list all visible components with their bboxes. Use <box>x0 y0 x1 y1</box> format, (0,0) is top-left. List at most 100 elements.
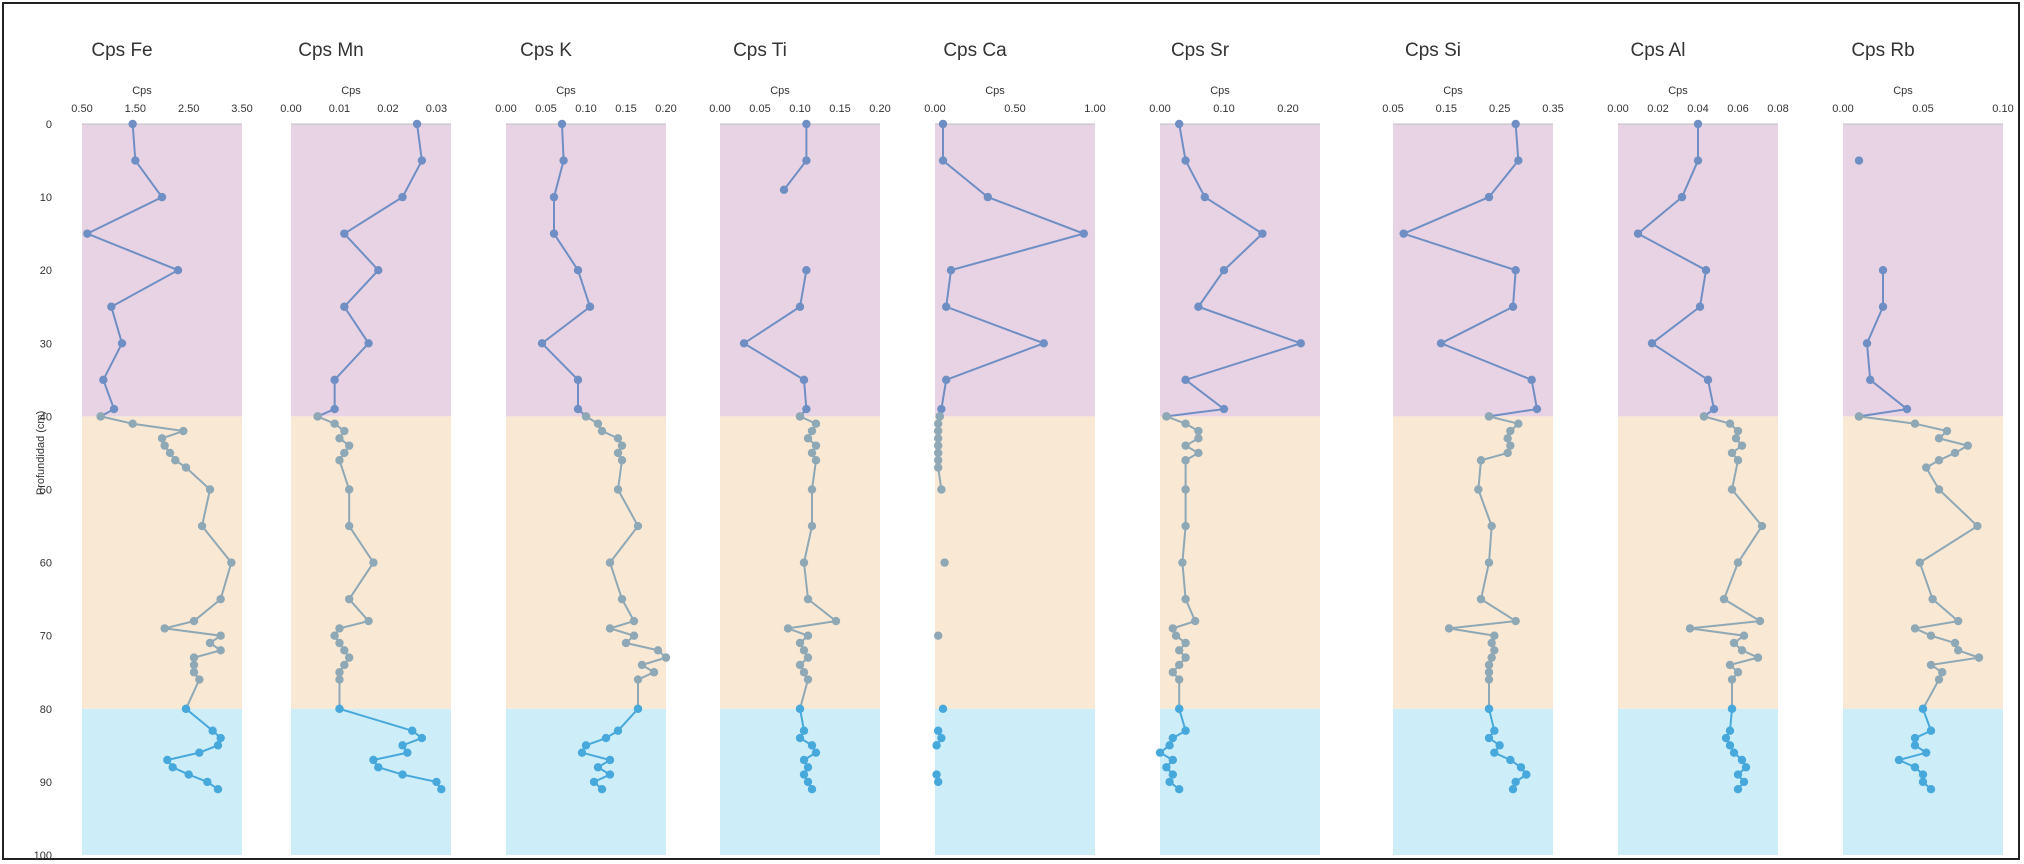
data-point <box>934 726 943 735</box>
data-point <box>1701 266 1711 275</box>
x-tick-label: 0.10 <box>1992 103 2013 115</box>
depth-tick-label: 40 <box>40 411 52 423</box>
panel-title: Cps Ca <box>943 40 1007 61</box>
x-tick-label: 0.20 <box>1277 103 1298 115</box>
data-point <box>1757 521 1767 531</box>
data-point <box>1727 675 1737 684</box>
x-tick-label: 0.50 <box>71 103 92 115</box>
data-point <box>1934 485 1944 494</box>
data-point <box>807 426 817 436</box>
data-point <box>1934 434 1944 443</box>
data-point <box>1910 763 1920 772</box>
data-point <box>1926 726 1936 735</box>
data-point <box>1191 616 1200 626</box>
data-point <box>1487 521 1496 531</box>
data-point <box>1175 119 1184 129</box>
data-point <box>1733 668 1743 677</box>
data-point <box>335 668 344 677</box>
data-point <box>374 266 383 275</box>
data-point <box>940 558 949 567</box>
data-point <box>802 404 811 414</box>
data-point <box>398 770 407 779</box>
data-point <box>1926 660 1936 670</box>
data-point <box>605 755 615 765</box>
data-point <box>403 748 412 757</box>
data-point <box>935 412 944 421</box>
data-point <box>335 434 344 443</box>
series-line <box>317 123 423 418</box>
panel-title: Cps Sr <box>1171 40 1230 61</box>
data-point <box>573 375 583 385</box>
data-point <box>1181 594 1190 604</box>
data-point <box>803 653 813 662</box>
zone-band-2 <box>720 708 880 855</box>
data-point <box>408 726 417 735</box>
data-point <box>1938 668 1947 677</box>
data-point <box>1727 485 1737 494</box>
x-axis-label: Cps <box>985 85 1005 97</box>
data-point <box>934 441 943 450</box>
x-tick-label: 0.02 <box>377 103 398 115</box>
data-point <box>803 777 813 787</box>
data-point <box>807 785 817 794</box>
data-point <box>942 375 951 385</box>
data-point <box>1506 441 1515 450</box>
data-point <box>549 229 559 238</box>
data-point <box>184 770 193 779</box>
x-tick-label: 0.10 <box>1213 103 1234 115</box>
zone-band-2 <box>82 708 242 855</box>
data-point <box>1181 485 1190 494</box>
data-point <box>811 419 821 428</box>
data-point <box>330 375 339 385</box>
data-point <box>1693 156 1703 165</box>
data-point <box>181 463 191 472</box>
data-point <box>1194 448 1203 458</box>
data-point <box>629 616 639 626</box>
data-point <box>369 558 378 567</box>
data-point <box>1942 426 1952 436</box>
zone-band-0 <box>1160 124 1320 417</box>
data-point <box>557 119 567 129</box>
x-tick-label: 0.01 <box>329 103 350 115</box>
data-point <box>1725 419 1735 428</box>
data-point <box>613 434 623 443</box>
data-point <box>1484 733 1494 743</box>
x-tick-label: 2.50 <box>178 103 199 115</box>
data-point <box>1476 594 1486 604</box>
data-point <box>1487 653 1496 662</box>
data-point <box>617 456 627 465</box>
data-point <box>1168 733 1178 743</box>
data-point <box>1685 624 1695 633</box>
data-point <box>605 558 615 567</box>
data-point <box>96 412 105 421</box>
x-axis-label: Cps <box>1443 85 1463 97</box>
data-point <box>1922 463 1931 472</box>
data-point <box>1194 302 1203 311</box>
data-point <box>597 785 607 794</box>
data-point <box>205 638 215 648</box>
data-point <box>932 741 941 750</box>
data-point <box>1532 404 1542 414</box>
data-point <box>795 302 805 311</box>
data-point <box>799 558 809 567</box>
data-point <box>213 741 223 750</box>
data-point <box>811 456 821 465</box>
x-tick-label: 0.02 <box>1647 103 1668 115</box>
series-line <box>1166 123 1304 418</box>
data-point <box>1200 192 1210 202</box>
zone-band-0 <box>506 124 666 417</box>
data-point <box>617 441 627 450</box>
data-point <box>1878 302 1888 311</box>
data-point <box>1039 339 1049 348</box>
data-point <box>1171 631 1181 640</box>
data-point <box>1739 777 1749 787</box>
data-point <box>799 755 809 765</box>
data-point <box>1219 404 1229 414</box>
data-point <box>807 448 817 458</box>
data-point <box>1168 770 1178 779</box>
data-point <box>131 156 140 165</box>
data-point <box>811 748 821 757</box>
data-point <box>1155 748 1165 757</box>
data-point <box>1490 646 1499 655</box>
x-tick-label: 0.00 <box>1607 103 1628 115</box>
